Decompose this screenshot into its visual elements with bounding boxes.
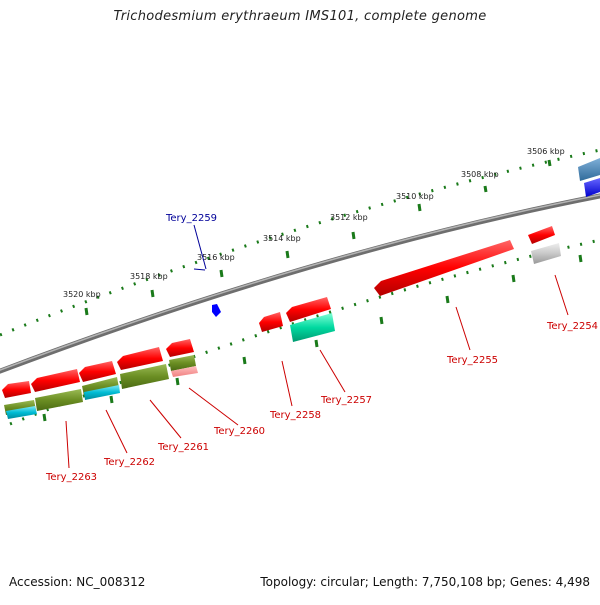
gene-arrow-tery-2255[interactable]	[374, 240, 514, 296]
callout-lines	[65, 224, 569, 469]
callout-line	[455, 306, 471, 351]
ruler-label: 3514 kbp	[263, 234, 301, 243]
genome-backbone-highlight	[0, 194, 600, 371]
gene-arrow-tery-2262-rna2	[84, 385, 120, 400]
gene-label-tery-2258[interactable]: Tery_2258	[269, 410, 321, 421]
gene-label-tery-2262[interactable]: Tery_2262	[103, 457, 155, 468]
gene-arrow-tery-2257[interactable]	[286, 297, 331, 322]
callout-line	[193, 224, 207, 270]
ruler-label: 3520 kbp	[63, 290, 101, 299]
gene-arrow-tery-2260-rna	[169, 355, 196, 371]
gene-label-tery-2260[interactable]: Tery_2260	[213, 426, 265, 437]
gene-arrow-tery-2263[interactable]	[31, 369, 80, 392]
callout-line	[319, 349, 346, 393]
gene-arrow-tery-2260-rna2	[171, 366, 198, 377]
ruler-ring-inner	[9, 238, 600, 426]
gene-arrow-partial-left	[2, 381, 31, 398]
accession-text: Accession: NC_008312	[9, 575, 146, 589]
callout-line	[105, 409, 128, 454]
gene-labels: Tery_2254 Tery_2255 Tery_2257 Tery_2258 …	[45, 213, 598, 483]
ruler-label: 3512 kbp	[330, 213, 368, 222]
gene-label-tery-2255[interactable]: Tery_2255	[446, 355, 498, 366]
gene-features	[2, 226, 561, 419]
ruler-label: 3506 kbp	[527, 147, 565, 156]
callout-line	[193, 268, 206, 271]
ruler-labels: 3506 kbp 3508 kbp 3510 kbp 3512 kbp 3514…	[63, 147, 565, 299]
inner-ring-ticks	[42, 254, 583, 422]
gene-label-tery-2257[interactable]: Tery_2257	[320, 395, 372, 406]
callout-line	[188, 387, 239, 426]
gene-arrow-tery-2257-rna	[290, 313, 335, 342]
callout-line	[149, 399, 182, 439]
gene-arrow-tery-2259[interactable]	[212, 304, 221, 317]
gene-arrow-tery-2261-rna	[120, 364, 169, 389]
gene-label-tery-2259[interactable]: Tery_2259	[165, 213, 217, 224]
callout-line	[65, 420, 70, 469]
gene-arrow-tery-2261[interactable]	[117, 347, 163, 370]
feature-partial-top-right	[578, 158, 600, 197]
gene-arrow-tery-2254-rna	[531, 243, 561, 264]
gene-label-tery-2254[interactable]: Tery_2254	[546, 321, 598, 332]
ruler-major-ticks	[84, 159, 552, 316]
callout-line	[281, 360, 293, 407]
gene-label-tery-2261[interactable]: Tery_2261	[157, 442, 209, 453]
gene-arrow-partial-left-rna2	[6, 406, 37, 419]
genome-backbone	[0, 193, 600, 374]
gene-arrow-tery-2258[interactable]	[259, 312, 283, 332]
ruler-label: 3510 kbp	[396, 192, 434, 201]
callout-line	[554, 274, 569, 316]
genome-summary-text: Topology: circular; Length: 7,750,108 bp…	[260, 575, 590, 589]
ruler-label: 3516 kbp	[197, 253, 235, 262]
gene-label-tery-2263[interactable]: Tery_2263	[45, 472, 97, 483]
gene-arrow-tery-2254[interactable]	[528, 226, 555, 244]
gene-arrow-tery-2260[interactable]	[166, 339, 194, 357]
ruler-label: 3518 kbp	[130, 272, 168, 281]
map-title: Trichodesmium erythraeum IMS101, complet…	[113, 9, 487, 24]
gene-arrow-tery-2262[interactable]	[79, 361, 116, 382]
ruler-label: 3508 kbp	[461, 170, 499, 179]
gene-arrow-tery-2263-rna	[35, 389, 83, 411]
